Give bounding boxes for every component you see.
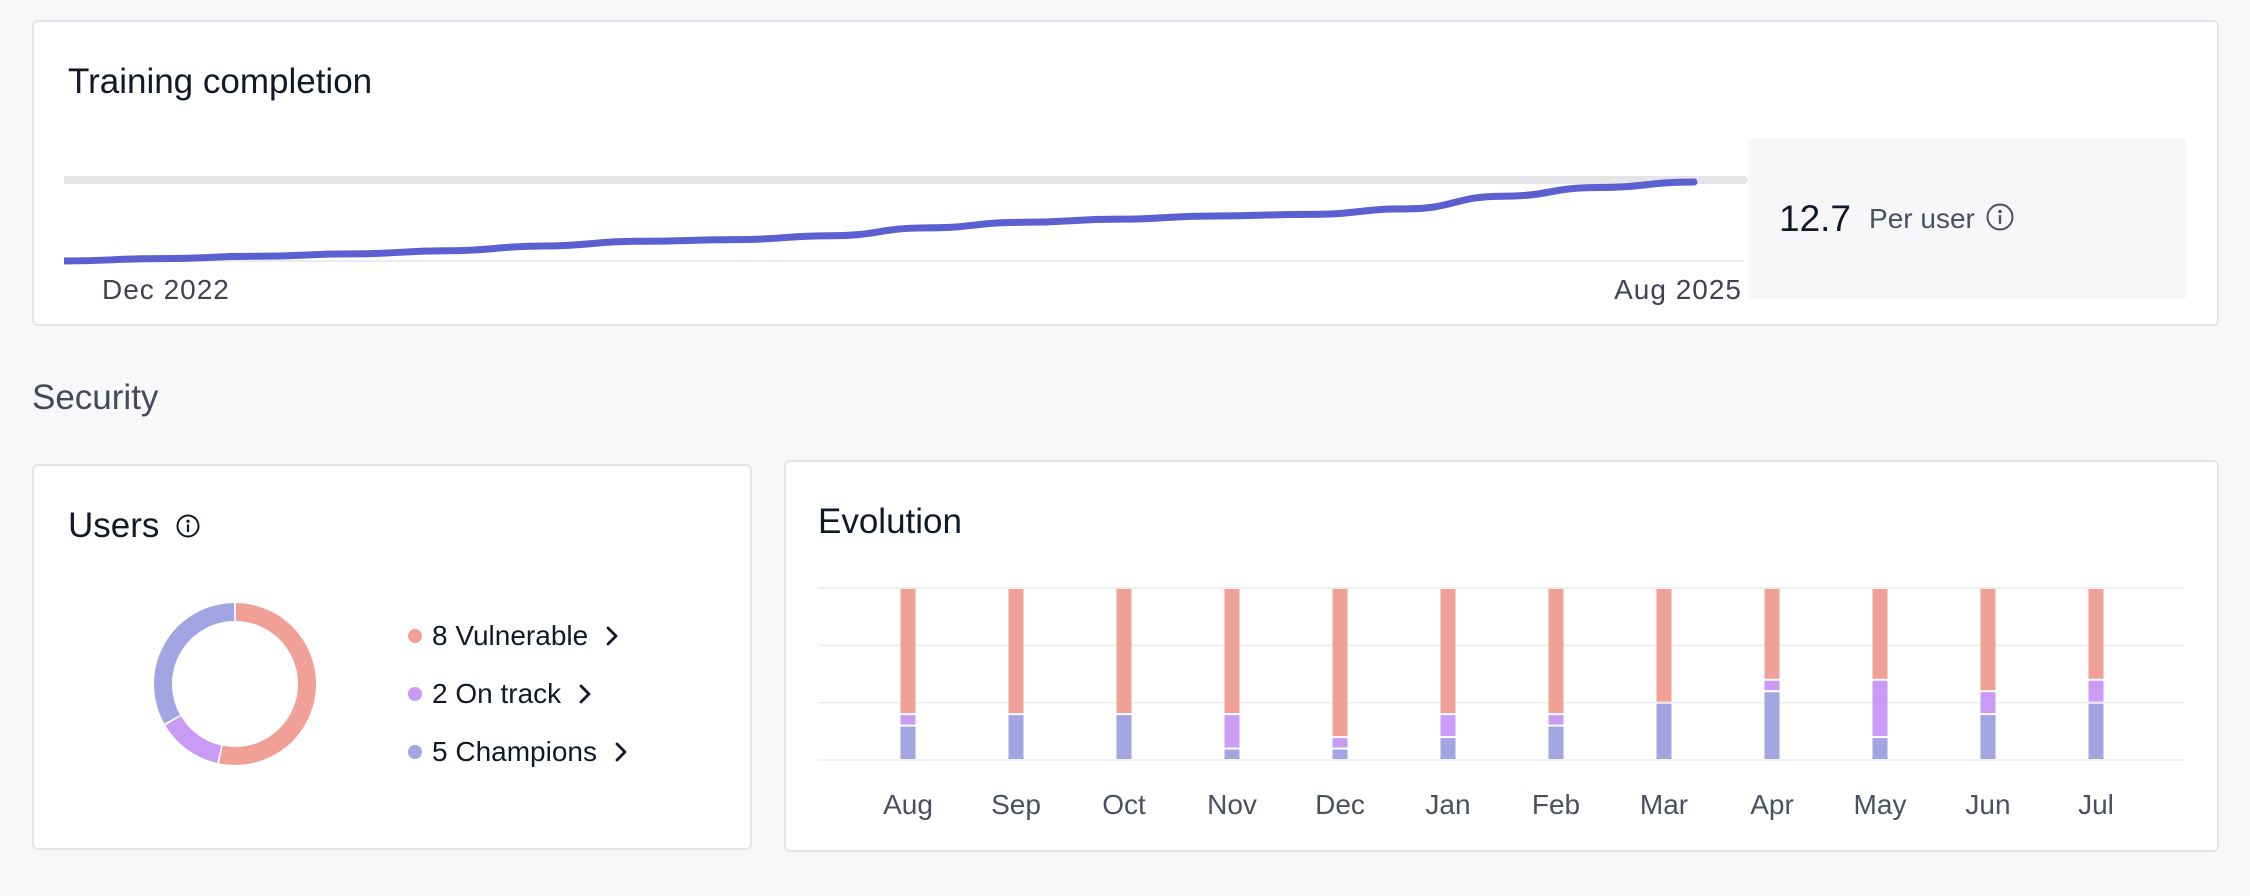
evolution-card: Evolution Aug Sep Oct Nov Dec Jan Feb Mar Apr May… [784,460,2219,852]
donut-slice-on-track [165,715,222,764]
bar-feb-champions [1548,726,1564,759]
month-label-sep: Sep [991,789,1041,820]
legend-label-vulnerable: 8 Vulnerable [432,620,589,651]
stat-unit: Per user [1869,203,1975,234]
bar-apr-on-track [1764,680,1780,691]
bar-mar-vulnerable [1656,589,1672,702]
month-label-jul: Jul [2078,789,2114,820]
training-title: Training completion [68,62,373,101]
month-label-may: May [1854,789,1907,820]
info-icon[interactable] [1985,202,2015,237]
legend-dot-on-track [408,687,422,701]
month-label-feb: Feb [1532,789,1580,820]
bar-jul-on-track [2088,680,2104,702]
bar-dec-on-track [1332,738,1348,748]
month-label-jun: Jun [1965,789,2010,820]
bar-nov-vulnerable [1224,589,1240,714]
info-icon[interactable] [175,513,201,539]
chevron-right-icon [606,626,618,646]
month-label-jan: Jan [1425,789,1470,820]
x-start-label: Dec 2022 [102,274,230,305]
users-card: Users 8 Vulnerable 2 On track 5 Champion… [32,464,752,850]
bar-jul-vulnerable [2088,589,2104,679]
bar-dec-vulnerable [1332,589,1348,737]
bar-dec-champions [1332,749,1348,759]
donut-slice-vulnerable [219,603,316,765]
bar-jul-champions [2088,703,2104,759]
bar-sep-champions [1008,715,1024,759]
bar-nov-on-track [1224,715,1240,748]
legend-dot-vulnerable [408,629,422,643]
x-end-label: Aug 2025 [1614,274,1742,305]
section-title: Security [32,378,159,417]
bar-mar-champions [1656,703,1672,759]
bar-jan-vulnerable [1440,589,1456,714]
bar-may-champions [1872,738,1888,759]
training-trend-line [64,178,1698,265]
legend-item-vulnerable[interactable]: 8 Vulnerable [408,620,620,652]
bar-apr-vulnerable [1764,589,1780,679]
bar-jan-on-track [1440,715,1456,737]
stat-value: 12.7 [1779,198,1852,239]
bar-feb-vulnerable [1548,589,1564,714]
bar-aug-on-track [900,715,916,725]
month-label-aug: Aug [883,789,933,820]
bar-jan-champions [1440,738,1456,759]
bar-jun-champions [1980,715,1996,759]
bar-aug-champions [900,726,916,759]
bar-oct-vulnerable [1116,589,1132,714]
bar-nov-champions [1224,749,1240,759]
bar-jun-vulnerable [1980,589,1996,691]
legend-item-on-track[interactable]: 2 On track [408,678,593,710]
bar-apr-champions [1764,692,1780,759]
legend-label-champions: 5 Champions [432,736,597,767]
legend-item-champions[interactable]: 5 Champions [408,736,629,768]
training-completion-card: Training completion Dec 2022 Aug 2025 12… [32,20,2219,326]
chevron-right-icon [579,684,591,704]
donut-slice-champions [154,603,235,724]
bar-aug-vulnerable [900,589,916,714]
bar-sep-vulnerable [1008,589,1024,714]
month-label-apr: Apr [1750,789,1794,820]
month-label-dec: Dec [1315,789,1365,820]
users-donut-chart [154,603,316,765]
month-label-mar: Mar [1640,789,1688,820]
bar-may-on-track [1872,680,1888,737]
bar-feb-on-track [1548,715,1564,725]
bar-oct-champions [1116,715,1132,759]
bar-may-vulnerable [1872,589,1888,679]
per-user-stat: 12.7 Per user [1748,139,2186,299]
legend-dot-champions [408,745,422,759]
legend-label-on-track: 2 On track [432,678,562,709]
month-label-oct: Oct [1102,789,1146,820]
users-title: Users [68,506,160,545]
evolution-title: Evolution [818,502,962,541]
training-trend-chart: Dec 2022 Aug 2025 [64,176,1748,305]
chevron-right-icon [615,742,627,762]
evolution-bar-chart: Aug Sep Oct Nov Dec Jan Feb Mar Apr May Jun Jul [818,587,2184,820]
bar-jun-on-track [1980,692,1996,714]
month-label-nov: Nov [1207,789,1257,820]
